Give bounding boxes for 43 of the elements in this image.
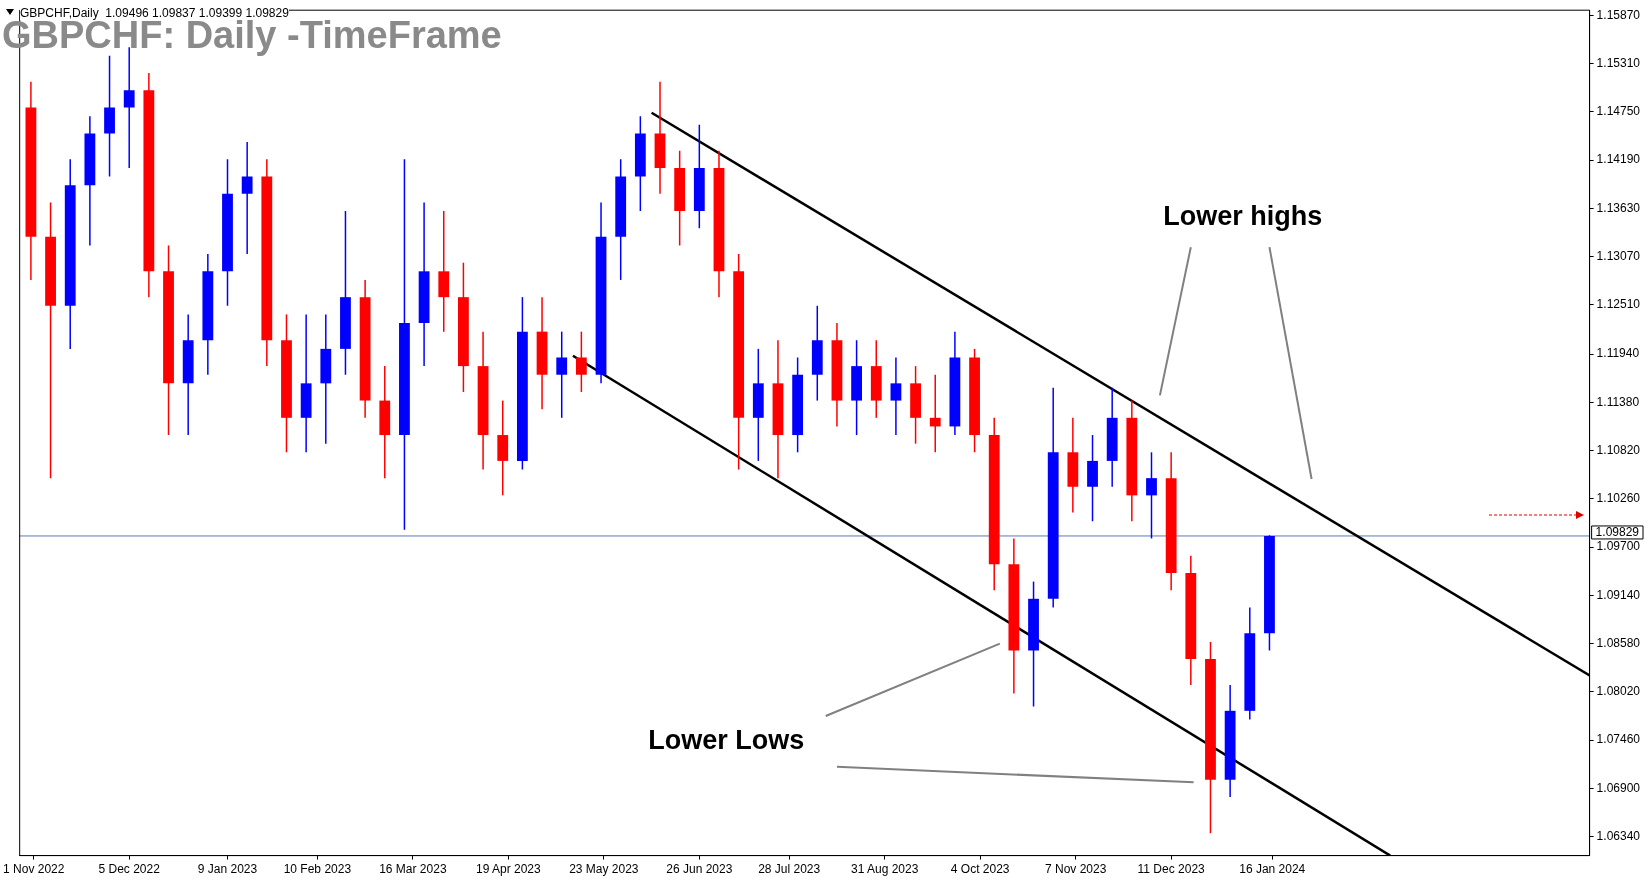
x-tick-label: 31 Aug 2023 <box>850 862 919 877</box>
y-tick-label: 1.10820 <box>1596 442 1641 457</box>
y-tick-label: 1.14750 <box>1596 104 1641 119</box>
y-tick-label: 1.08580 <box>1596 635 1641 650</box>
x-tick-label: 4 Oct 2023 <box>950 862 1010 877</box>
x-tick-label: 7 Nov 2023 <box>1044 862 1107 877</box>
y-tick-label: 1.09700 <box>1596 539 1641 554</box>
annotation: Lower Lows <box>648 724 805 755</box>
x-tick-label: 26 Jun 2023 <box>666 862 733 877</box>
x-tick-label: 16 Jan 2024 <box>1239 862 1306 877</box>
y-tick-label: 1.08020 <box>1596 684 1641 699</box>
x-tick-label: 1 Nov 2022 <box>3 862 65 877</box>
y-tick-label: 1.09140 <box>1596 587 1641 602</box>
x-tick-label: 5 Dec 2022 <box>98 862 161 877</box>
x-tick-label: 9 Jan 2023 <box>197 862 258 877</box>
y-tick-label: 1.13630 <box>1596 200 1641 215</box>
candlestick <box>123 46 135 169</box>
y-tick-label: 1.07460 <box>1596 732 1641 747</box>
x-tick-label: 11 Dec 2023 <box>1137 862 1206 877</box>
y-tick-label: 1.13070 <box>1596 248 1641 263</box>
candlestick <box>575 330 587 393</box>
candlestick <box>241 141 253 255</box>
y-tick-label: 1.14190 <box>1596 152 1641 167</box>
candlestick <box>556 330 568 419</box>
chart-subtitle: GBPCHF,Daily 1.09496 1.09837 1.09399 1.09829 <box>20 6 289 20</box>
candlestick <box>890 356 902 436</box>
ref-line-label: 1.09829 <box>1595 524 1640 539</box>
y-tick-label: 1.06900 <box>1596 780 1641 795</box>
x-tick-label: 10 Feb 2023 <box>283 862 352 877</box>
y-tick-label: 1.11380 <box>1596 394 1640 409</box>
y-tick-label: 1.06340 <box>1596 828 1641 843</box>
y-tick-label: 1.11940 <box>1596 346 1640 361</box>
candlestick <box>929 373 941 454</box>
y-tick-label: 1.10260 <box>1596 491 1641 506</box>
y-tick-label: 1.12510 <box>1596 297 1641 312</box>
annotation: Lower highs <box>1163 200 1323 231</box>
y-tick-label: 1.15310 <box>1596 55 1641 70</box>
x-tick-label: 23 May 2023 <box>569 862 639 877</box>
y-tick-label: 1.15870 <box>1596 7 1641 22</box>
x-tick-label: 28 Jul 2023 <box>758 862 821 877</box>
x-tick-label: 16 Mar 2023 <box>379 862 447 877</box>
candlestick <box>1146 451 1157 540</box>
x-tick-label: 19 Apr 2023 <box>475 862 542 877</box>
